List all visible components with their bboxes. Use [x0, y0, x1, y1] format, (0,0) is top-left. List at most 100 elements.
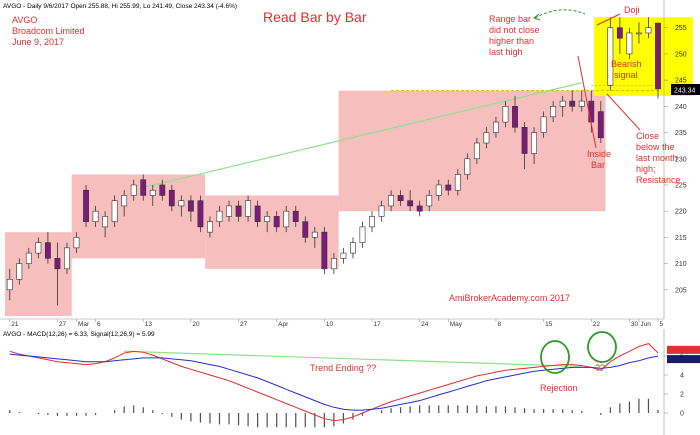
candle-up [64, 247, 70, 270]
candle-down [254, 205, 261, 222]
candle-down [187, 200, 194, 212]
candle-down [302, 221, 309, 238]
chart-title: Read Bar by Bar [263, 9, 367, 25]
macd-value-badge [667, 345, 700, 354]
macd-trendline-layer [124, 350, 582, 368]
candle-up [121, 195, 128, 207]
range-bar-arrowhead [532, 13, 541, 21]
trend-ending-label: Trend Ending ?? [310, 363, 376, 373]
candle-down [416, 205, 423, 212]
inside-bar-pointer [577, 55, 597, 149]
candle-up [502, 106, 509, 123]
signal-value-badge [667, 355, 700, 364]
candle-down [159, 184, 166, 196]
close-below-line-5: Resistance [636, 175, 681, 185]
close-below-line-4: high; [636, 164, 656, 174]
candle-down [83, 189, 89, 222]
macd-header: AVGO - MACD(12,26) = 6.33, Signal(12,26,… [3, 331, 155, 338]
doji-label: Doji [624, 5, 640, 15]
macd-line [9, 343, 659, 422]
price-trendline-layer [143, 82, 582, 189]
range-bar-curved-arrow [534, 9, 586, 19]
price-tick-label: 215 [675, 235, 687, 242]
range-bar-note-line-3: higher than [489, 36, 534, 46]
macd-panel: 0246 [9, 329, 700, 435]
candle-up [16, 263, 23, 280]
x-tick-label: 20 [192, 321, 200, 328]
stock-label-line-2: Broadcom Limited [12, 26, 85, 36]
doji-macd-circle [587, 331, 617, 363]
candle-up [283, 210, 290, 228]
candle-up [435, 184, 442, 196]
candle-down [588, 100, 595, 123]
rejection-circle [540, 340, 570, 374]
candle-up [369, 216, 375, 228]
price-tick-label: 235 [675, 130, 687, 137]
candle-up [559, 100, 566, 107]
price-tick-label: 250 [675, 51, 687, 58]
candle-up [607, 27, 614, 86]
candle-up [111, 200, 118, 222]
candle-up [454, 174, 461, 191]
macd-y-axis: 0246 [663, 329, 700, 435]
candle-down [168, 189, 175, 207]
x-tick-label: May [450, 321, 463, 328]
last-price-badge-text: 243.34 [674, 88, 696, 95]
candle-up [245, 200, 252, 217]
macd-lines-layer [9, 343, 659, 422]
question-marks-label: ?? [595, 363, 605, 373]
price-y-axis: 205 210 215 220 225 230 235 240 245 250 255 [663, 0, 687, 319]
x-tick-label: Apr [278, 321, 289, 328]
x-tick-label: 30 [631, 321, 639, 328]
x-tick-label: 13 [145, 321, 153, 328]
inside-bar-line-2: Bar [591, 160, 605, 170]
macd-tick-label: 0 [680, 411, 684, 418]
range-bar-note-line-1: Range bar [489, 14, 531, 24]
close-below-line-2: below the [636, 142, 675, 152]
candle-down [407, 200, 414, 207]
candle-up [25, 252, 32, 264]
candle-up [330, 258, 337, 270]
close-below-pointer [606, 93, 641, 131]
x-tick-label: 8 [497, 321, 501, 328]
bearish-signal-line-1: Bearish [611, 59, 642, 69]
x-tick-label: 6 [97, 321, 101, 328]
candle-down [521, 127, 528, 154]
candle-down [54, 258, 61, 270]
macd-tick-label: 4 [680, 373, 684, 380]
candle-up [102, 216, 109, 228]
candle-up [340, 252, 347, 259]
price-tick-label: 225 [675, 182, 687, 189]
candle-down [616, 27, 623, 39]
price-panel: 205 210 215 220 225 230 235 240 245 250 255 [5, 0, 693, 319]
candle-down [397, 195, 404, 201]
candle-up [216, 210, 223, 222]
candle-down [569, 100, 576, 107]
x-tick-label: Jun [640, 321, 651, 328]
candle-up [178, 200, 185, 207]
x-tick-label: 24 [421, 321, 429, 328]
candle-up [73, 237, 80, 249]
rejection-label: Rejection [540, 383, 578, 393]
x-axis-ticks: 21 27 Mar 6 13 20 27 Apr 10 17 24 May 8 15 22 30 Jun 5 [9, 319, 664, 328]
x-tick-label: 5 [660, 321, 664, 328]
candle-up [388, 195, 395, 207]
x-tick-label: 17 [374, 321, 382, 328]
macd-histogram-layer [9, 398, 659, 428]
candle-up [149, 189, 156, 196]
candle-up [550, 106, 557, 118]
candle-down [235, 205, 242, 217]
candle-down [655, 22, 661, 90]
stock-label-line-3: June 9, 2017 [12, 37, 64, 47]
candle-down [44, 242, 51, 259]
price-tick-label: 240 [675, 104, 687, 111]
signal-line [9, 353, 659, 411]
x-tick-label: 21 [11, 321, 19, 328]
symbol-header-line: AVGO - Daily 9/6/2017 Open 255.88, Hi 25… [3, 3, 237, 10]
macd-trendline [124, 350, 582, 368]
candle-down [140, 179, 147, 196]
doji-pointer [596, 13, 621, 26]
candle-down [512, 106, 518, 128]
candle-up [359, 226, 366, 243]
